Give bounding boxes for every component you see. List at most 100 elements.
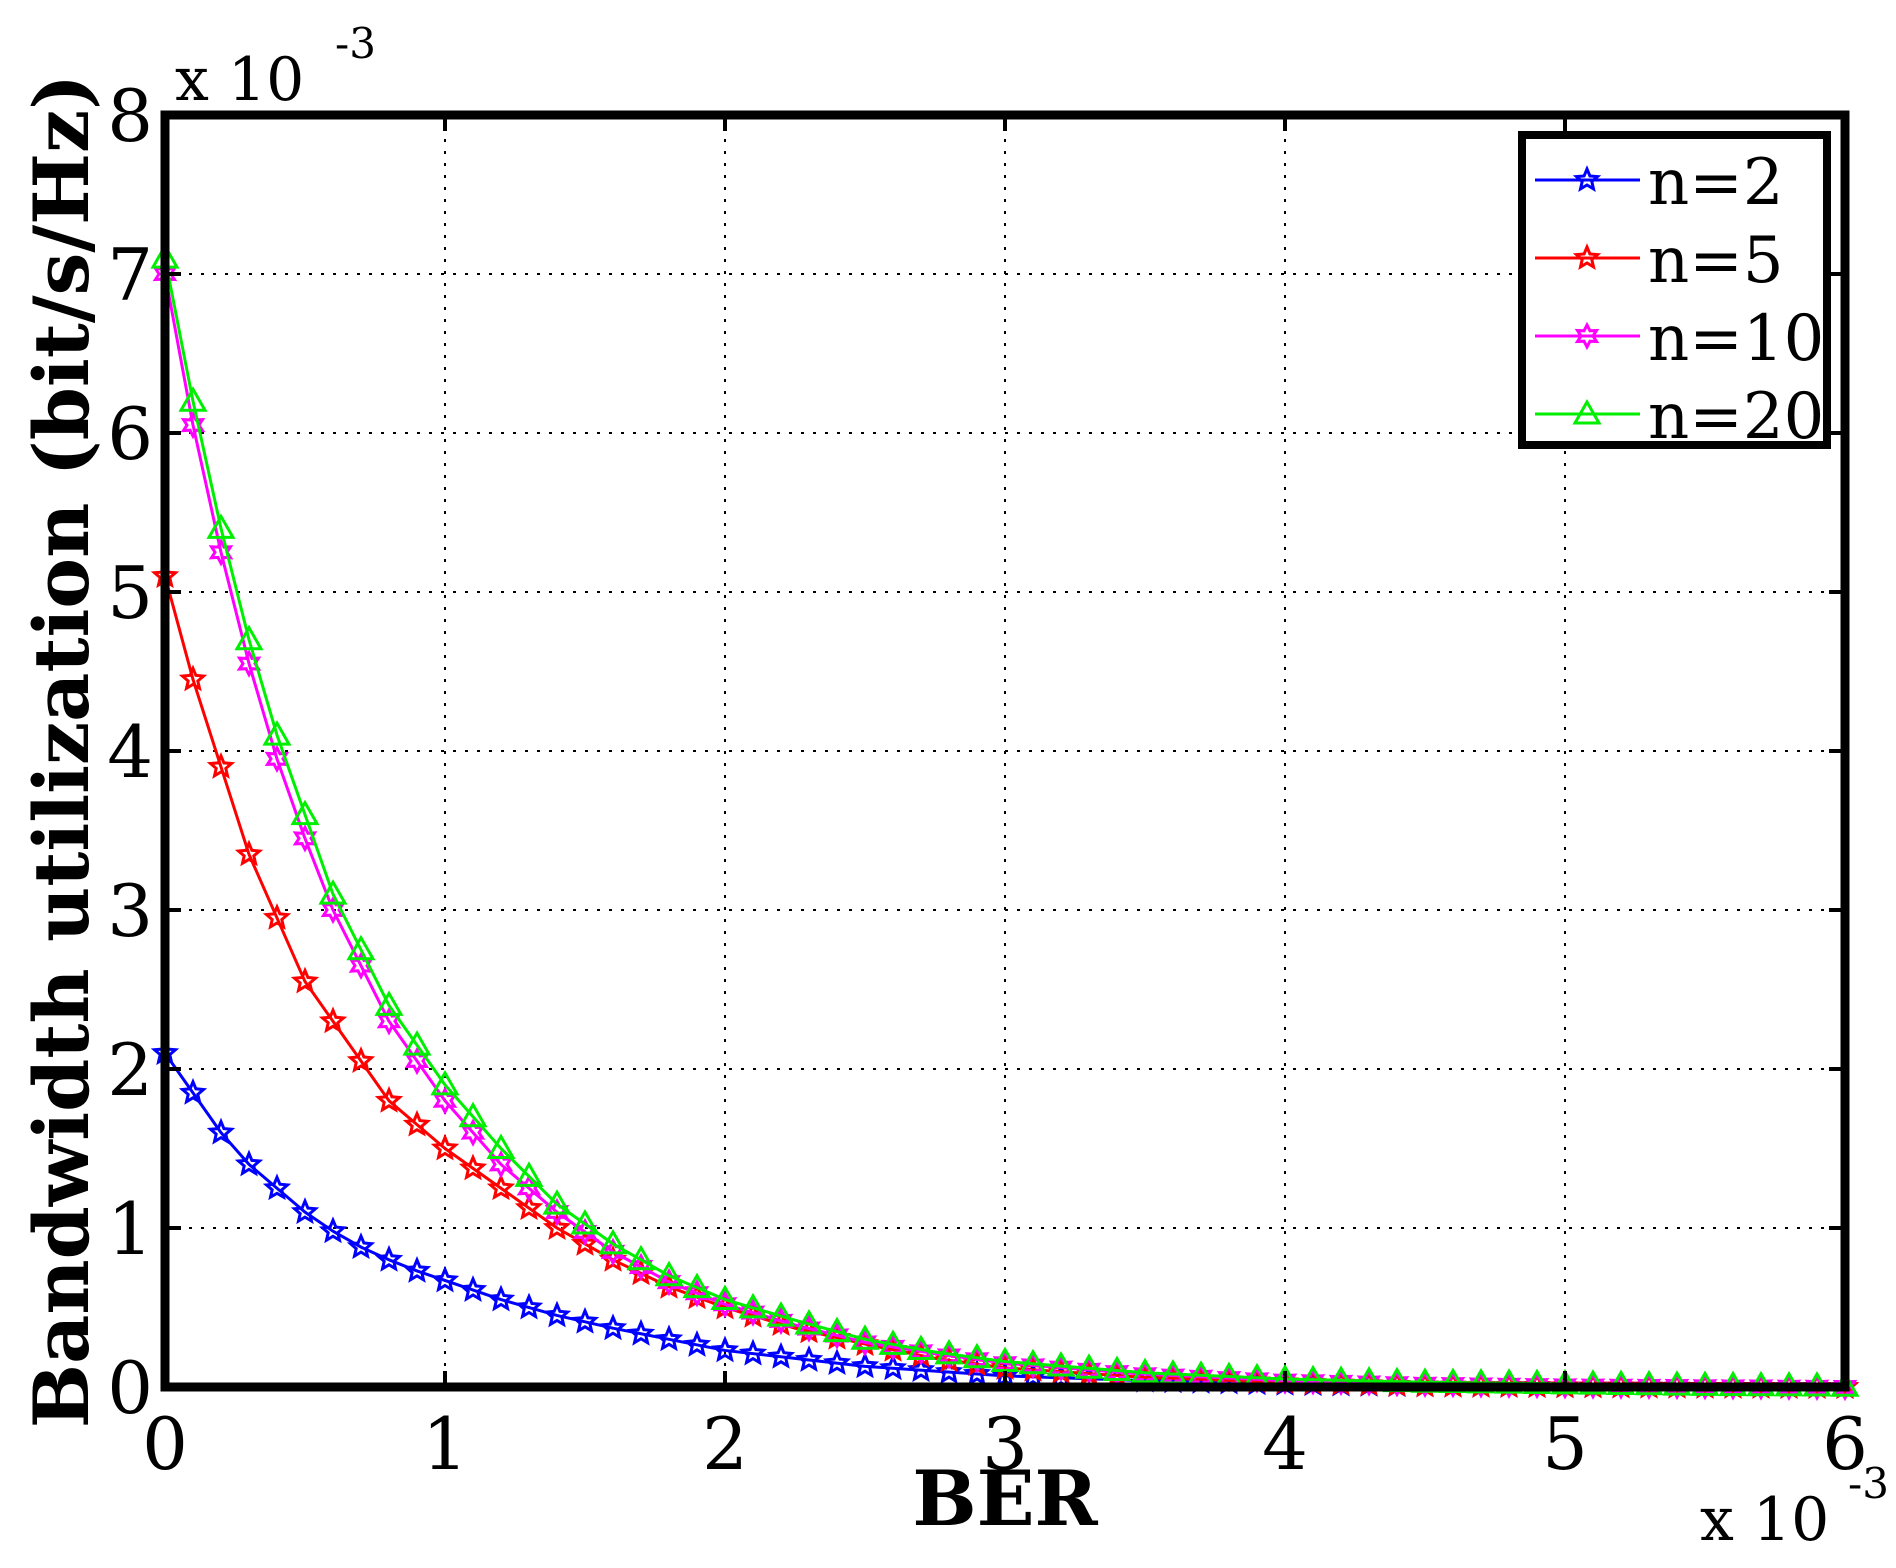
data-point-n20 (402, 1030, 432, 1056)
legend-marker (1574, 321, 1600, 351)
data-point-n2 (206, 1117, 236, 1145)
legend-label: n=2 (1648, 146, 1784, 220)
x-scale-exponent: x 10 -3 (1700, 1459, 1889, 1555)
data-point-n20 (290, 799, 320, 826)
data-point-n5 (486, 1173, 516, 1201)
data-point-n20 (1130, 1357, 1160, 1384)
data-point-n20 (262, 720, 292, 746)
data-point-n5 (570, 1228, 600, 1256)
data-point-n10 (768, 1306, 794, 1336)
data-point-n20 (738, 1292, 768, 1319)
x-tick-label: 6 (1822, 1402, 1868, 1486)
data-point-n5 (514, 1193, 544, 1221)
data-point-n5 (402, 1109, 432, 1137)
legend-label: n=5 (1648, 224, 1784, 298)
data-point-n2 (262, 1173, 292, 1201)
data-point-n20 (766, 1301, 796, 1327)
legend-box (1518, 131, 1831, 449)
data-point-n10 (208, 538, 234, 567)
data-point-n5 (374, 1085, 404, 1113)
grid-layer (165, 115, 1845, 1387)
data-point-n2 (458, 1275, 488, 1303)
data-point-n5 (430, 1133, 460, 1161)
legend-marker (1572, 398, 1602, 425)
data-point-n20 (570, 1209, 600, 1235)
data-point-n20 (682, 1272, 712, 1299)
data-point-n2 (822, 1348, 852, 1376)
data-point-n20 (458, 1101, 488, 1128)
data-point-n10 (1776, 1372, 1802, 1401)
data-point-n20 (430, 1069, 460, 1096)
data-point-n10 (936, 1341, 962, 1370)
data-point-n10 (1300, 1367, 1326, 1396)
data-point-n10 (236, 649, 262, 678)
data-point-n20 (710, 1284, 740, 1311)
legend-label: n=20 (1648, 380, 1824, 454)
data-point-n2 (850, 1351, 880, 1379)
data-point-n20 (542, 1189, 572, 1215)
y-tick-label: 7 (107, 233, 153, 317)
y-tick-label: 0 (107, 1346, 153, 1430)
y-tick-label: 5 (107, 551, 153, 635)
data-point-n10 (964, 1345, 990, 1374)
data-point-n20 (654, 1260, 684, 1287)
data-point-n10 (1356, 1368, 1382, 1397)
data-point-n20 (878, 1329, 908, 1355)
data-point-n2 (878, 1353, 908, 1381)
data-point-n5 (346, 1046, 376, 1074)
x-axis-title: BER (912, 1454, 1098, 1543)
data-point-n5 (458, 1153, 488, 1181)
data-point-n2 (542, 1300, 572, 1328)
data-point-n2 (486, 1284, 516, 1312)
data-point-n2 (654, 1324, 684, 1352)
data-point-n2 (318, 1216, 348, 1244)
x-tick-label: 1 (422, 1402, 468, 1486)
data-point-n20 (514, 1161, 544, 1187)
data-point-n10 (1440, 1369, 1466, 1399)
data-point-n20 (1074, 1353, 1104, 1379)
data-point-n20 (1438, 1367, 1468, 1394)
data-point-n20 (486, 1133, 516, 1159)
data-point-n20 (934, 1338, 964, 1365)
y-tick-label: 2 (107, 1028, 153, 1112)
data-point-n2 (402, 1255, 432, 1283)
data-point-n20 (1046, 1350, 1076, 1377)
data-point-n2 (682, 1330, 712, 1357)
data-point-n10 (1496, 1370, 1522, 1400)
data-point-n10 (712, 1290, 738, 1319)
legend-label: n=10 (1648, 302, 1824, 376)
data-point-n20 (906, 1334, 936, 1360)
data-point-n10 (1328, 1367, 1354, 1397)
data-point-n20 (1522, 1368, 1552, 1395)
tick-layer: 0 1 2 3 4 5 6 0 1 2 3 4 5 6 7 8 (107, 74, 1868, 1486)
data-point-n10 (684, 1278, 710, 1308)
data-point-n20 (178, 386, 208, 412)
series-line-n20 (163, 257, 1846, 1388)
data-point-n20 (626, 1244, 656, 1271)
data-point-n2 (514, 1292, 544, 1320)
data-point-n5 (290, 966, 320, 994)
data-point-n2 (794, 1345, 824, 1373)
data-point-n2 (570, 1306, 600, 1334)
data-point-n5 (262, 903, 292, 930)
data-point-n20 (374, 990, 404, 1016)
legend-marker (1572, 243, 1602, 271)
data-point-n20 (1550, 1368, 1580, 1395)
data-point-n10 (1692, 1371, 1718, 1401)
data-point-n5 (542, 1213, 572, 1241)
legend-item-n20: n=20 (1535, 380, 1824, 454)
data-point-n20 (850, 1324, 880, 1350)
data-point-n10 (1076, 1355, 1102, 1385)
data-point-n10 (1384, 1368, 1410, 1398)
data-point-n2 (290, 1197, 320, 1225)
legend-marker (1572, 165, 1602, 193)
data-point-n10 (740, 1298, 766, 1327)
data-point-n10 (1048, 1353, 1074, 1382)
legend-item-n5: n=5 (1535, 224, 1784, 298)
svg-text:x 10: x 10 (175, 45, 304, 115)
data-point-n10 (1636, 1371, 1662, 1401)
svg-text:-3: -3 (335, 19, 376, 68)
data-point-n2 (430, 1265, 460, 1293)
data-point-n10 (180, 410, 206, 440)
